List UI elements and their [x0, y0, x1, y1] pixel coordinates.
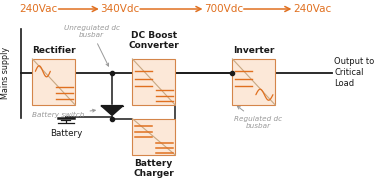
Text: Battery switch: Battery switch: [32, 109, 95, 118]
Text: Rectifier: Rectifier: [32, 46, 76, 55]
Polygon shape: [101, 106, 123, 115]
Bar: [32, 59, 75, 105]
Text: Unregulated dc
busbar: Unregulated dc busbar: [64, 25, 120, 66]
Text: Output to
Critical
Load: Output to Critical Load: [334, 57, 375, 88]
Text: 240Vac: 240Vac: [293, 4, 331, 14]
Text: Battery
Charger: Battery Charger: [133, 159, 174, 178]
Bar: [133, 119, 175, 155]
Text: Regulated dc
busbar: Regulated dc busbar: [234, 106, 282, 129]
Text: Inverter: Inverter: [233, 46, 274, 55]
Text: 340Vdc: 340Vdc: [100, 4, 139, 14]
Bar: [233, 59, 275, 105]
Text: 700Vdc: 700Vdc: [204, 4, 243, 14]
Text: DC Boost
Converter: DC Boost Converter: [128, 31, 179, 50]
Text: Mains supply: Mains supply: [1, 47, 10, 99]
Bar: [133, 59, 175, 105]
Text: 240Vac: 240Vac: [19, 4, 57, 14]
Text: Battery: Battery: [50, 129, 82, 138]
